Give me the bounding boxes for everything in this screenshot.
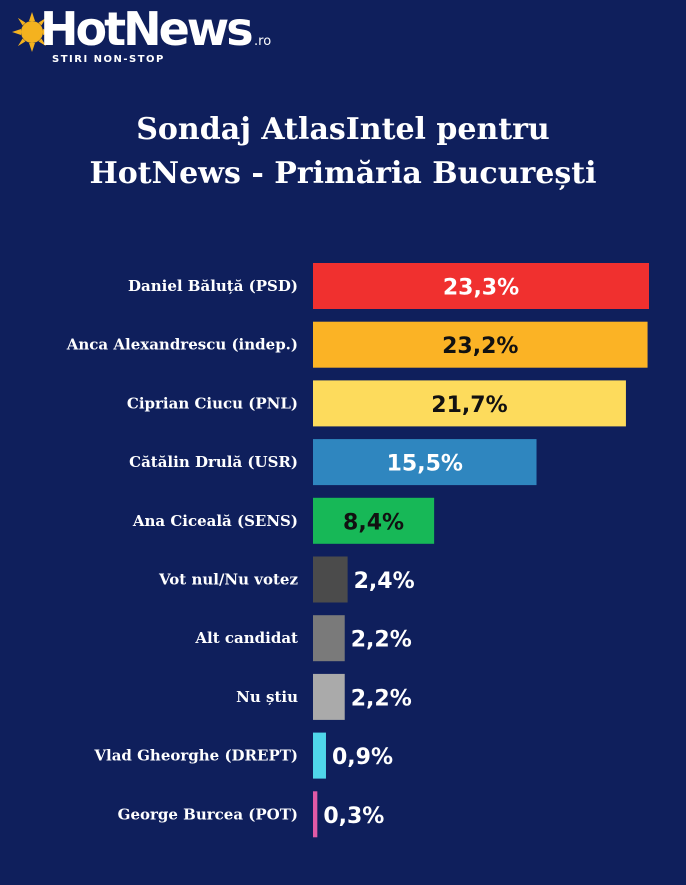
bar (313, 321, 648, 368)
sun-icon (12, 12, 52, 52)
category-label: Vot nul/Nu votez (158, 571, 298, 589)
category-label: Nu știu (236, 688, 298, 706)
data-label: 2,2% (351, 686, 412, 711)
chart-title: Sondaj AtlasIntel pentru HotNews - Primă… (40, 108, 646, 196)
bar (313, 673, 345, 720)
category-label: Ciprian Ciucu (PNL) (127, 394, 298, 412)
bar (313, 615, 345, 662)
category-label: Cătălin Drulă (USR) (129, 453, 298, 471)
logo-tagline: STIRI NON-STOP (52, 54, 165, 65)
category-label: Anca Alexandrescu (indep.) (66, 336, 298, 354)
hotnews-logo[interactable]: HotNews .ro STIRI NON-STOP (12, 2, 282, 68)
data-label: 23,3% (443, 276, 519, 301)
chart-title-line-1: Sondaj AtlasIntel pentru (136, 112, 550, 147)
data-label: 8,4% (343, 510, 404, 535)
category-label: Ana Ciceală (SENS) (132, 512, 298, 530)
category-label: George Burcea (POT) (118, 805, 298, 823)
chart-title-line-2: HotNews - Primăria București (89, 156, 597, 191)
logo-wordmark: HotNews (40, 2, 254, 56)
category-label: Alt candidat (194, 629, 298, 647)
bar (313, 791, 318, 838)
data-label: 15,5% (387, 452, 463, 477)
bar (313, 439, 537, 486)
bar (313, 497, 435, 544)
data-label: 0,3% (323, 804, 384, 829)
data-label: 2,2% (351, 628, 412, 653)
bar (313, 732, 326, 779)
logo-suffix: .ro (254, 34, 272, 49)
bar (313, 556, 348, 603)
data-label: 0,9% (332, 745, 393, 770)
data-label: 23,2% (442, 334, 518, 359)
bar (313, 263, 649, 309)
category-label: Vlad Gheorghe (DREPT) (93, 747, 298, 765)
data-label: 21,7% (431, 393, 507, 418)
data-label: 2,4% (354, 569, 415, 594)
category-label: Daniel Băluță (PSD) (128, 277, 298, 295)
bar (313, 380, 626, 427)
